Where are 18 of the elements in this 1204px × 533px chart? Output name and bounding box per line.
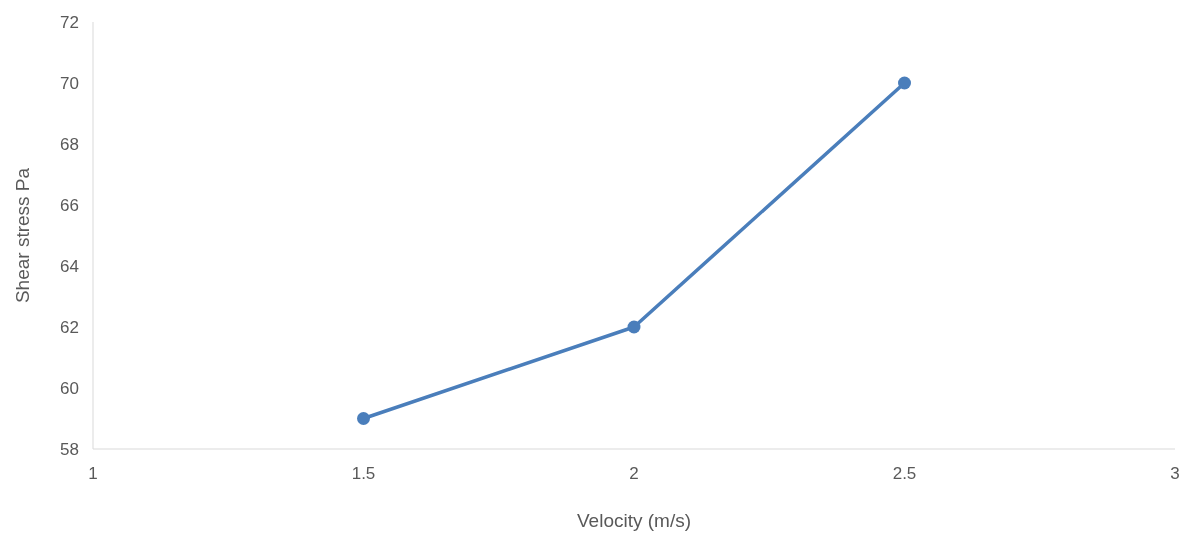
y-tick-label: 70 [60, 73, 79, 93]
y-tick-label: 68 [60, 134, 79, 154]
y-axis-title: Shear stress Pa [12, 167, 33, 304]
y-tick-label: 72 [60, 12, 79, 32]
point [357, 412, 370, 425]
y-tick-label: 62 [60, 317, 79, 337]
x-tick-label: 3 [1170, 464, 1180, 483]
y-tick-label: 60 [60, 378, 79, 398]
x-tick-label: 1 [88, 464, 98, 483]
x-tick-label: 2 [629, 464, 639, 483]
y-tick-label: 58 [60, 439, 79, 459]
x-axis-title: Velocity (m/s) [576, 510, 692, 531]
x-tick-label: 1.5 [351, 464, 376, 483]
x-tick-label: 2.5 [892, 464, 917, 483]
y-tick-label: 66 [60, 195, 79, 215]
point [627, 320, 641, 334]
y-tick-label: 64 [60, 256, 79, 276]
point [898, 76, 911, 90]
